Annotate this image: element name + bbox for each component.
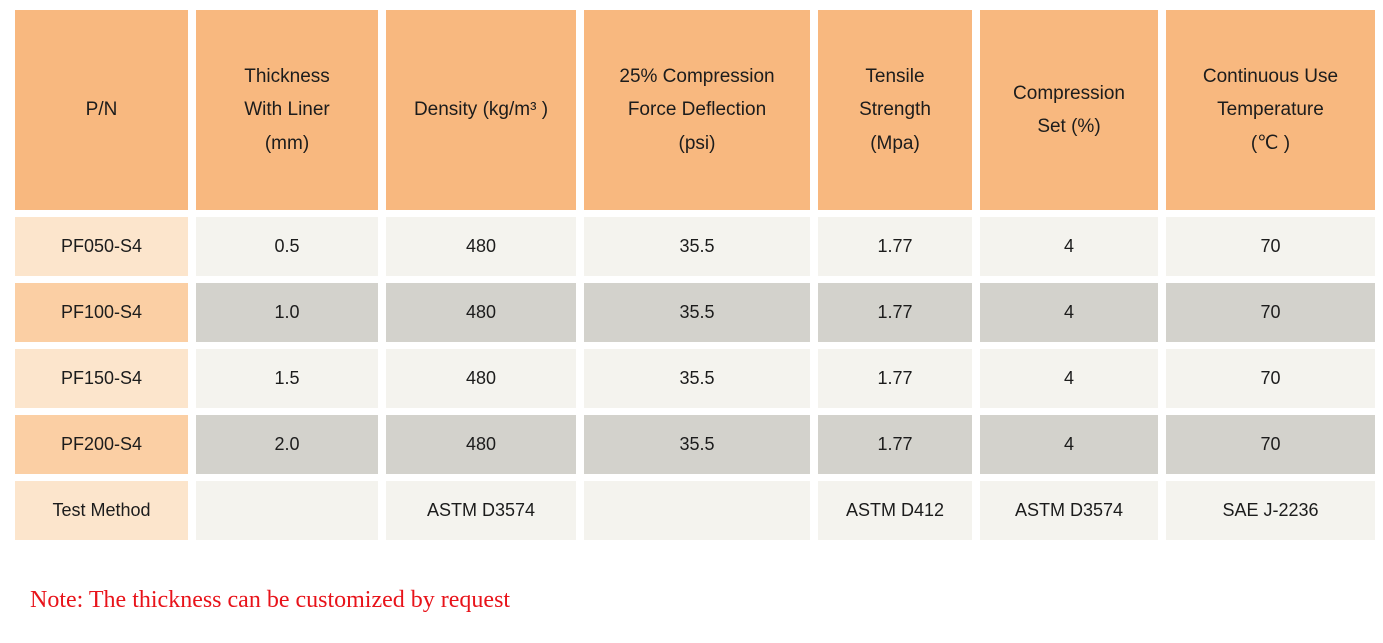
header-compression-set: Compression Set (%) [980,10,1158,210]
value-cell: 480 [386,415,576,474]
value-cell: 70 [1166,349,1375,408]
value-cell: 35.5 [584,283,810,342]
value-cell [584,481,810,540]
table-row-pf050: PF050-S4 0.5 480 35.5 1.77 4 70 [15,217,1375,276]
header-continuous-use-temperature: Continuous Use Temperature (℃ ) [1166,10,1375,210]
header-row: P/N Thickness With Liner (mm) Density (k… [15,10,1375,210]
pn-cell: Test Method [15,481,188,540]
value-cell: 4 [980,283,1158,342]
value-cell: 35.5 [584,349,810,408]
pn-cell: PF150-S4 [15,349,188,408]
value-cell: 1.77 [818,283,972,342]
value-cell: ASTM D3574 [386,481,576,540]
table-row-pf100: PF100-S4 1.0 480 35.5 1.77 4 70 [15,283,1375,342]
value-cell: 4 [980,415,1158,474]
table-row-pf150: PF150-S4 1.5 480 35.5 1.77 4 70 [15,349,1375,408]
value-cell: 1.77 [818,349,972,408]
table-row-test-method: Test Method ASTM D3574 ASTM D412 ASTM D3… [15,481,1375,540]
value-cell: 70 [1166,415,1375,474]
value-cell: 1.77 [818,415,972,474]
table-row-pf200: PF200-S4 2.0 480 35.5 1.77 4 70 [15,415,1375,474]
value-cell: 35.5 [584,217,810,276]
value-cell: SAE J-2236 [1166,481,1375,540]
pn-cell: PF100-S4 [15,283,188,342]
value-cell: 35.5 [584,415,810,474]
value-cell: 4 [980,217,1158,276]
value-cell: ASTM D412 [818,481,972,540]
header-pn: P/N [15,10,188,210]
value-cell: 1.0 [196,283,378,342]
header-tensile-strength: Tensile Strength (Mpa) [818,10,972,210]
value-cell: 1.5 [196,349,378,408]
value-cell: 480 [386,217,576,276]
value-cell: 70 [1166,217,1375,276]
value-cell: 0.5 [196,217,378,276]
pn-cell: PF200-S4 [15,415,188,474]
header-thickness: Thickness With Liner (mm) [196,10,378,210]
customization-note: Note: The thickness can be customized by… [30,587,511,613]
product-spec-table: P/N Thickness With Liner (mm) Density (k… [7,3,1383,547]
pn-cell: PF050-S4 [15,217,188,276]
value-cell: ASTM D3574 [980,481,1158,540]
value-cell: 1.77 [818,217,972,276]
header-compression-force-deflection: 25% Compression Force Deflection (psi) [584,10,810,210]
value-cell: 480 [386,283,576,342]
value-cell: 2.0 [196,415,378,474]
header-density: Density (kg/m³ ) [386,10,576,210]
value-cell: 480 [386,349,576,408]
value-cell [196,481,378,540]
value-cell: 4 [980,349,1158,408]
value-cell: 70 [1166,283,1375,342]
